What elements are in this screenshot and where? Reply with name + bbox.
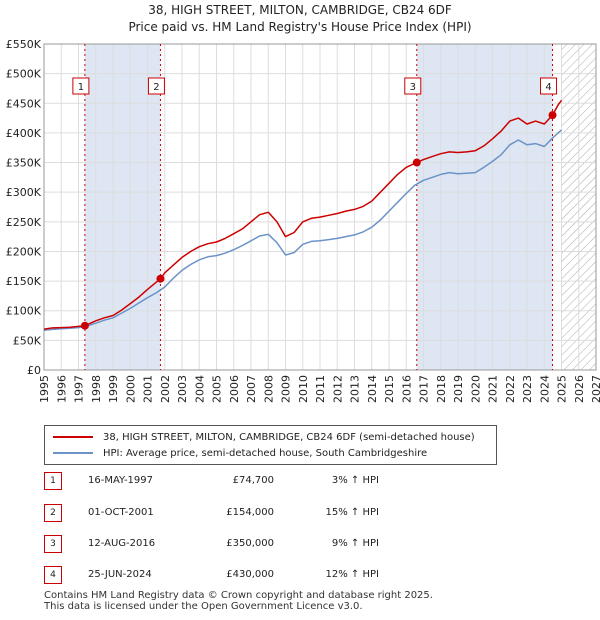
x-tick-label-3: 1998	[90, 375, 103, 403]
x-tick-label-19: 2014	[366, 375, 379, 403]
sale-badge-3: 3	[44, 535, 62, 553]
sale-row-2: 2 01-OCT-2001 £154,000 15% ↑ HPI	[44, 504, 464, 522]
sale-price-4: £430,000	[226, 569, 274, 580]
x-tick-label-0: 1995	[38, 375, 51, 403]
footer-licence: This data is licensed under the Open Gov…	[44, 601, 363, 612]
y-tick-label-0: £0	[27, 364, 41, 377]
sale-row-3: 3 12-AUG-2016 £350,000 9% ↑ HPI	[44, 535, 464, 553]
sale-date-2: 01-OCT-2001	[88, 507, 154, 518]
x-tick-label-11: 2006	[228, 375, 241, 403]
x-tick-label-28: 2023	[521, 375, 534, 403]
x-tick-label-23: 2018	[435, 375, 448, 403]
sale-price-1: £74,700	[232, 475, 274, 486]
x-tick-label-30: 2025	[556, 375, 569, 403]
y-tick-label-10: £500K	[6, 68, 42, 81]
sale-box-label-3: 3	[410, 82, 416, 93]
x-tick-label-4: 1999	[107, 375, 120, 403]
sale-date-1: 16-MAY-1997	[88, 475, 154, 486]
x-tick-label-29: 2024	[538, 375, 551, 403]
x-tick-label-22: 2017	[418, 375, 431, 403]
y-tick-label-7: £350K	[6, 157, 42, 170]
sale-box-label-1: 1	[78, 82, 84, 93]
x-tick-label-25: 2020	[469, 375, 482, 403]
sale-row-4: 4 25-JUN-2024 £430,000 12% ↑ HPI	[44, 566, 464, 584]
x-tick-label-2: 1997	[73, 375, 86, 403]
sale-hpi-2: 15% ↑ HPI	[325, 507, 379, 518]
x-tick-label-14: 2009	[280, 375, 293, 403]
x-tick-label-20: 2015	[383, 375, 396, 403]
price-chart: £0 £50K £100K £150K £200K £250K £300K £350K £400…	[6, 38, 600, 403]
sale-box-label-4: 4	[545, 82, 551, 93]
sale-box-1	[72, 77, 90, 95]
y-tick-label-4: £200K	[6, 245, 42, 258]
y-tick-label-6: £300K	[6, 186, 42, 199]
x-tick-label-10: 2005	[211, 375, 224, 403]
sale-marker-4	[548, 111, 557, 120]
y-tick-label-2: £100K	[6, 305, 42, 318]
x-tick-label-15: 2010	[297, 375, 310, 403]
y-tick-label-8: £400K	[6, 127, 42, 140]
chart-subtitle: Price paid vs. HM Land Registry's House …	[128, 20, 472, 34]
sale-box-4	[540, 77, 558, 95]
x-tick-label-32: 2027	[590, 375, 600, 403]
sale-box-2	[147, 77, 165, 95]
y-tick-label-1: £50K	[13, 334, 42, 347]
chart-title: 38, HIGH STREET, MILTON, CAMBRIDGE, CB24…	[148, 3, 452, 17]
sale-box-label-2: 2	[153, 82, 159, 93]
x-tick-label-21: 2016	[400, 375, 413, 403]
sale-row-1: 1 16-MAY-1997 £74,700 3% ↑ HPI	[44, 472, 464, 490]
x-tick-label-6: 2001	[142, 375, 155, 403]
x-tick-label-31: 2026	[573, 375, 586, 403]
sale-hpi-1: 3% ↑ HPI	[331, 475, 379, 486]
x-tick-label-17: 2012	[331, 375, 344, 403]
sale-box-3	[404, 77, 422, 95]
x-tick-label-8: 2003	[176, 375, 189, 403]
sale-region-2	[416, 44, 553, 370]
x-tick-label-27: 2022	[504, 375, 517, 403]
legend-label-price: 38, HIGH STREET, MILTON, CAMBRIDGE, CB24…	[103, 431, 475, 443]
legend-item-price: 38, HIGH STREET, MILTON, CAMBRIDGE, CB24…	[53, 430, 475, 444]
sale-badge-4: 4	[44, 566, 62, 584]
x-tick-label-9: 2004	[193, 375, 206, 403]
legend-swatch-hpi	[53, 452, 93, 454]
x-tick-label-12: 2007	[245, 375, 258, 403]
y-tick-label-11: £550K	[6, 38, 42, 51]
x-tick-label-26: 2021	[487, 375, 500, 403]
sale-marker-3	[412, 158, 421, 167]
plot-frame	[43, 43, 597, 371]
sale-date-4: 25-JUN-2024	[88, 569, 152, 580]
legend: 38, HIGH STREET, MILTON, CAMBRIDGE, CB24…	[44, 425, 497, 465]
x-tick-label-7: 2002	[159, 375, 172, 403]
x-tick-label-13: 2008	[262, 375, 275, 403]
legend-label-hpi: HPI: Average price, semi-detached house,…	[103, 447, 428, 459]
price-paid-line	[44, 99, 563, 330]
sale-marker-2	[156, 274, 165, 283]
footer-copyright: Contains HM Land Registry data © Crown c…	[44, 590, 433, 601]
y-tick-label-9: £450K	[6, 97, 42, 110]
sale-price-3: £350,000	[226, 538, 274, 549]
y-tick-label-3: £150K	[6, 275, 42, 288]
sale-price-2: £154,000	[226, 507, 274, 518]
sale-hpi-3: 9% ↑ HPI	[331, 538, 379, 549]
x-tick-label-16: 2011	[314, 375, 327, 403]
sale-badge-1: 1	[44, 472, 62, 490]
hpi-line	[44, 129, 563, 332]
x-tick-label-5: 2000	[124, 375, 137, 403]
x-tick-label-24: 2019	[452, 375, 465, 403]
x-tick-label-1: 1996	[55, 375, 68, 403]
sale-badge-2: 2	[44, 504, 62, 522]
sale-marker-1	[80, 321, 89, 330]
sale-hpi-4: 12% ↑ HPI	[325, 569, 379, 580]
legend-swatch-price	[53, 436, 93, 438]
sale-date-3: 12-AUG-2016	[88, 538, 156, 549]
legend-item-hpi: HPI: Average price, semi-detached house,…	[53, 446, 427, 460]
x-tick-label-18: 2013	[349, 375, 362, 403]
y-tick-label-5: £250K	[6, 216, 42, 229]
